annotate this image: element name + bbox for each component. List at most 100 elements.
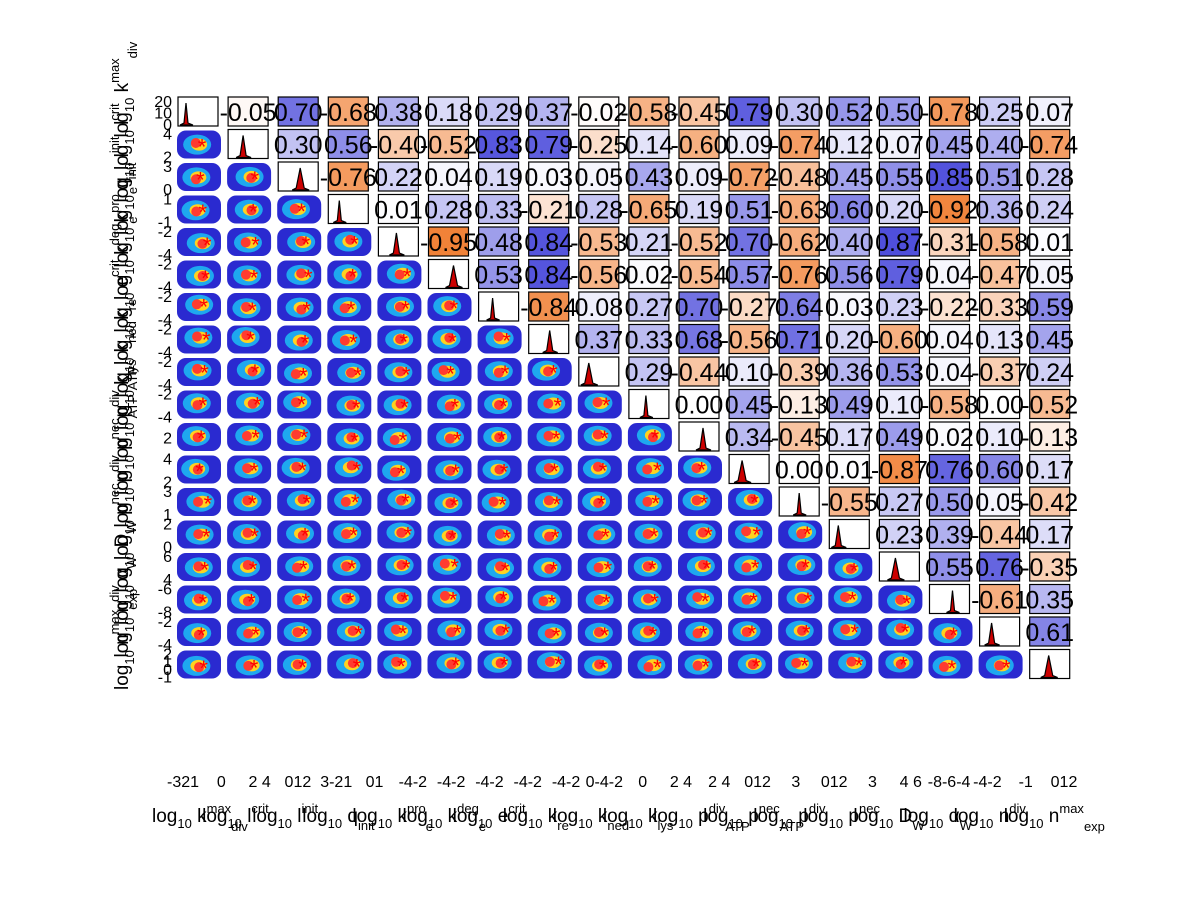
density-panel-16-1: * (227, 618, 272, 648)
density-panel-10-5: * (427, 423, 472, 452)
density-core (791, 657, 802, 668)
best-fit-marker: * (204, 492, 213, 517)
corr-cell-4-15 (928, 226, 971, 257)
corr-value-13-14: 0.23 (875, 522, 924, 550)
best-fit-marker: * (302, 298, 311, 323)
x-tick-label-11: 0-4-2 (586, 774, 623, 791)
density-panel-9-6: * (477, 390, 522, 419)
density-panel-14-1: * (227, 553, 272, 582)
x-axis-label-10: log10 pdivATP (653, 801, 750, 834)
y-axis-label-10: log10 pdivATP (107, 366, 140, 463)
corr-value-15-16: -0.61 (971, 587, 1028, 615)
corr-value-3-16: 0.36 (975, 197, 1024, 225)
best-fit-marker: * (352, 396, 361, 421)
x-tick-label-2: 2 4 (248, 774, 270, 791)
best-fit-marker: * (752, 654, 761, 679)
corr-value-3-8: 0.28 (574, 197, 623, 225)
corr-value-7-13: 0.20 (825, 327, 874, 355)
corr-cell-4-17 (1029, 226, 1071, 257)
y-tick-label-17-2: 0 (163, 662, 172, 679)
corr-cell-5-7 (528, 258, 570, 290)
corr-cell-1-17 (1029, 128, 1071, 160)
corr-cell-6-7 (528, 291, 570, 322)
density-core (241, 430, 252, 441)
best-fit-marker: * (499, 587, 508, 612)
density-panel-15-3: * (327, 585, 372, 614)
corr-value-0-9: -0.58 (620, 99, 677, 127)
corr-cell-3-14 (878, 193, 921, 225)
corr-value-8-12: -0.39 (771, 359, 828, 387)
corr-cell-1-4 (377, 128, 419, 160)
density-core (246, 172, 257, 183)
y-tick-label-16-0: -2 (158, 614, 172, 631)
density-core (493, 331, 504, 342)
density-panel-8-3: * (327, 358, 372, 388)
corr-cell-5-15 (928, 258, 971, 290)
corr-cell-9-15 (928, 388, 971, 420)
corr-cell-7-11 (728, 323, 770, 355)
y-tick-label-16-1: -4 (158, 637, 172, 654)
density-core (296, 304, 307, 315)
density-core (648, 432, 659, 443)
density-core (642, 528, 653, 539)
density-core (592, 397, 603, 408)
density-panel-5-4: * (377, 260, 422, 289)
density-core (495, 658, 506, 669)
corr-cell-1-11 (728, 128, 770, 160)
corr-value-14-17: -0.35 (1021, 554, 1078, 582)
density-core (241, 301, 252, 312)
density-core (495, 593, 506, 604)
density-panel-6-3: * (327, 293, 372, 322)
y-tick-label-0-0: 20 (154, 94, 172, 111)
y-tick-label-15-0: -6 (158, 582, 172, 599)
best-fit-marker: * (552, 623, 561, 648)
best-fit-marker: * (704, 523, 713, 548)
histogram-4 (389, 232, 405, 256)
density-core (346, 367, 357, 378)
y-tick-label-8-1: -4 (158, 377, 172, 394)
x-axis-label-4: log10 kproe (352, 801, 433, 834)
y-axis-label-11: log10 pnecATP (107, 394, 140, 495)
best-fit-marker: * (301, 331, 310, 356)
histogram-1 (235, 135, 252, 159)
density-core (692, 592, 703, 603)
corr-value-1-3: 0.56 (324, 132, 373, 160)
corr-cell-0-16 (978, 96, 1021, 127)
corr-value-9-10: 0.00 (675, 392, 724, 420)
density-panel-12-8: * (577, 488, 622, 516)
density-panel-17-12: * (778, 650, 823, 679)
density-core (543, 398, 554, 409)
corr-cell-4-8 (578, 226, 620, 257)
y-axis-label-17: log10 nmaxexp (107, 589, 140, 690)
corr-cell-6-12 (778, 291, 820, 322)
density-panel-12-5: * (427, 488, 472, 518)
density-panel-3-0: * (177, 195, 221, 225)
corr-value-4-12: -0.62 (771, 229, 828, 257)
density-panel-11-1: * (227, 455, 272, 484)
density-core (593, 627, 604, 638)
corr-value-2-12: -0.48 (771, 164, 828, 192)
density-core (592, 429, 603, 440)
y-axis-label-3: log10 qinit (112, 162, 139, 235)
density-panel-4-0: * (177, 228, 221, 258)
density-panel-13-6: * (477, 520, 522, 550)
best-fit-marker: * (199, 393, 208, 418)
best-fit-marker: * (550, 459, 559, 484)
y-axis-label-9: log10 klys (112, 359, 139, 430)
best-fit-marker: * (402, 555, 411, 580)
density-panel-17-4: * (377, 650, 422, 679)
best-fit-marker: * (653, 655, 662, 680)
best-fit-marker: * (198, 135, 207, 160)
best-fit-marker: * (348, 556, 357, 581)
corr-value-14-15: 0.55 (925, 554, 974, 582)
density-panel-13-8: * (577, 520, 622, 549)
density-core (345, 234, 356, 245)
corr-cell-12-14 (878, 486, 921, 517)
density-core (741, 594, 752, 605)
y-tick-label-5-0: -2 (158, 257, 172, 274)
density-core (846, 656, 857, 667)
density-core (394, 269, 405, 280)
x-tick-label-1: 0 (217, 774, 226, 791)
x-axis-label-7: log10 kre (503, 806, 569, 833)
histogram-5 (445, 265, 463, 289)
